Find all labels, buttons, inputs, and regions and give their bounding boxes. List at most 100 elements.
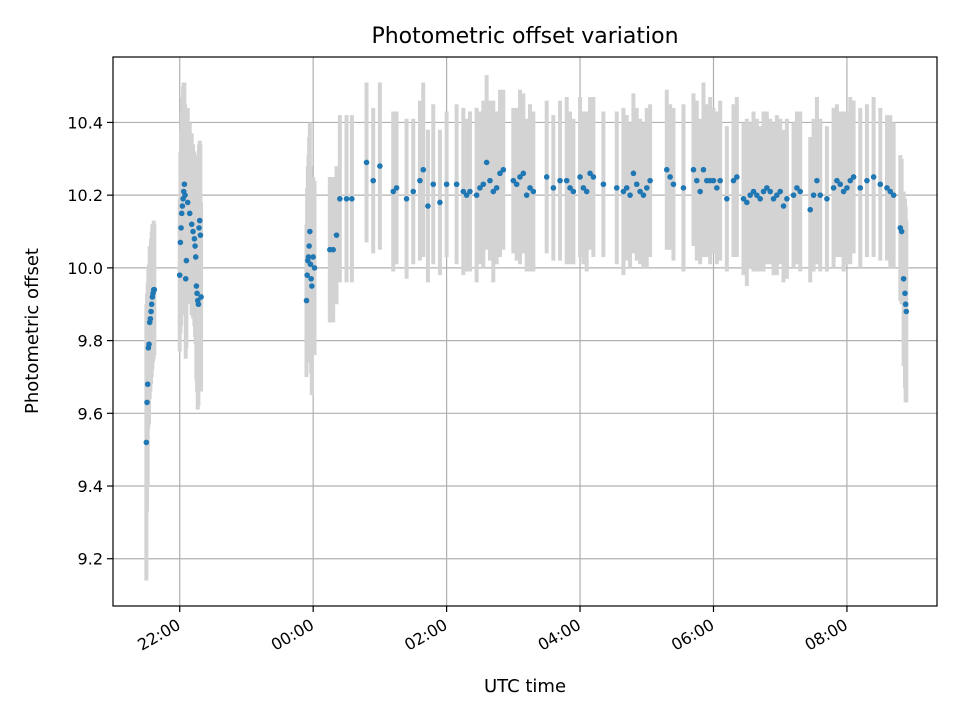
data-point [198, 294, 204, 300]
data-point [182, 275, 189, 282]
data-point [343, 195, 350, 202]
data-point [744, 199, 750, 206]
data-point [178, 210, 185, 217]
data-point [520, 170, 527, 177]
data-point [310, 254, 316, 260]
data-point [600, 181, 607, 188]
y-tick-label: 9.8 [78, 332, 103, 351]
data-point [884, 185, 890, 191]
data-point [680, 185, 687, 191]
data-point [144, 381, 151, 388]
data-point [543, 174, 550, 180]
data-point [837, 181, 844, 188]
data-point [307, 228, 313, 235]
y-tick-label: 10.4 [67, 113, 103, 132]
data-point [473, 192, 480, 198]
data-point [817, 192, 824, 198]
data-point [500, 166, 507, 173]
data-point [627, 192, 633, 198]
data-point [191, 235, 198, 242]
data-point [734, 174, 740, 180]
data-point [694, 177, 700, 184]
data-point [647, 177, 653, 184]
data-point [349, 195, 355, 202]
data-point [877, 181, 884, 188]
data-point [563, 177, 570, 184]
data-point [550, 185, 557, 191]
data-point [410, 188, 417, 195]
data-point [181, 181, 188, 188]
data-point [714, 185, 720, 191]
data-point [810, 192, 817, 198]
data-point [670, 181, 677, 188]
data-point [337, 195, 343, 202]
chart-title: Photometric offset variation [371, 24, 678, 49]
data-point [667, 174, 673, 180]
y-tick-label: 10.0 [67, 259, 103, 278]
data-point [420, 166, 427, 173]
data-point [902, 290, 908, 297]
data-point [146, 341, 152, 348]
data-point [724, 195, 730, 202]
data-point [453, 181, 460, 188]
data-point [613, 185, 620, 191]
y-axis-label: Photometric offset [22, 248, 43, 414]
data-point [527, 185, 533, 191]
data-point [309, 283, 315, 289]
data-point [620, 188, 627, 195]
data-point [463, 192, 470, 198]
data-point [890, 192, 897, 198]
data-point [857, 185, 864, 191]
data-point [186, 210, 193, 217]
data-point [308, 275, 314, 282]
data-point [790, 192, 797, 198]
data-point [190, 228, 196, 235]
data-point [710, 177, 717, 184]
data-point [850, 174, 857, 180]
data-point [750, 188, 757, 195]
data-point [633, 181, 640, 188]
data-point [197, 232, 204, 238]
data-point [304, 272, 310, 278]
data-point [143, 439, 150, 446]
data-point [844, 185, 850, 191]
data-point [902, 301, 909, 308]
data-point [513, 181, 520, 188]
data-point [393, 185, 400, 191]
data-point [477, 185, 483, 191]
data-point [567, 185, 573, 191]
data-point [148, 301, 155, 308]
data-point [754, 192, 760, 198]
data-point [830, 185, 837, 191]
data-point [784, 195, 790, 202]
data-point [840, 188, 847, 195]
y-tick-label: 9.4 [78, 477, 103, 496]
data-point [483, 159, 490, 166]
data-point [807, 206, 814, 213]
data-point [643, 185, 650, 191]
data-point [306, 243, 312, 249]
data-point [493, 185, 500, 191]
y-tick-label: 9.2 [78, 550, 103, 569]
data-point [147, 315, 154, 322]
data-point [333, 232, 340, 238]
data-point [480, 181, 487, 188]
data-point [824, 195, 830, 202]
data-point [717, 177, 723, 184]
data-point [460, 188, 467, 195]
data-point [193, 283, 200, 289]
data-point [184, 199, 191, 206]
data-point [490, 188, 497, 195]
data-point [637, 188, 643, 195]
data-point [305, 254, 312, 260]
data-point [311, 265, 318, 271]
data-point [814, 177, 820, 184]
data-points [143, 159, 910, 446]
data-point [697, 188, 703, 195]
data-point [330, 246, 336, 253]
data-point [192, 254, 199, 260]
data-point [834, 177, 840, 184]
data-point [497, 170, 503, 177]
data-point [196, 225, 202, 231]
data-point [144, 399, 150, 406]
